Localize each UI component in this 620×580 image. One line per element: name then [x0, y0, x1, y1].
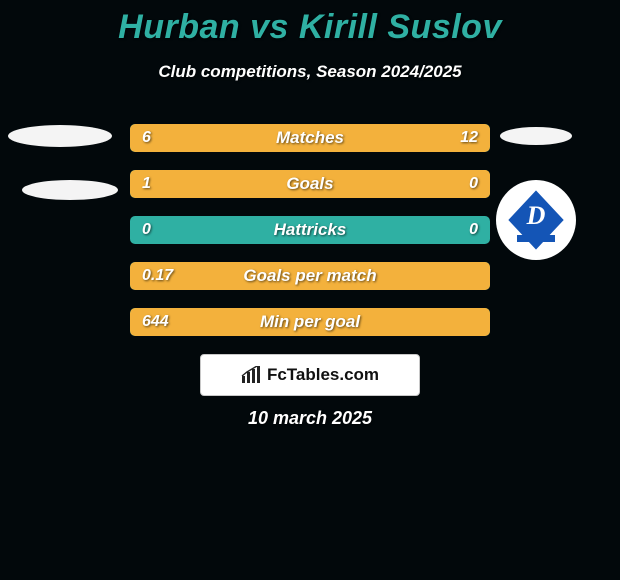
- stat-bar-row: Goals per match0.17: [130, 262, 490, 290]
- stat-bar-label: Goals per match: [130, 266, 490, 286]
- fctables-logo: FcTables.com: [200, 354, 420, 396]
- stat-bar-value-left: 0.17: [142, 267, 173, 285]
- club-badge: D: [496, 180, 576, 260]
- logo-text-suffix: Tables.com: [287, 365, 379, 384]
- stat-bar-label: Min per goal: [130, 312, 490, 332]
- svg-text:D: D: [526, 201, 546, 230]
- stat-bar-value-right: 12: [460, 129, 478, 147]
- player-badge-ellipse: [500, 127, 572, 145]
- stat-bar-row: Min per goal644: [130, 308, 490, 336]
- page-subtitle: Club competitions, Season 2024/2025: [0, 62, 620, 82]
- page-title: Hurban vs Kirill Suslov: [0, 8, 620, 47]
- stat-bar-row: Goals1 0: [130, 170, 490, 198]
- club-badge-icon: D: [503, 187, 569, 253]
- stat-bar-value-left: 0: [142, 221, 151, 239]
- stat-bar-value-left: 644: [142, 313, 169, 331]
- stat-bar-value-left: 6: [142, 129, 151, 147]
- stat-bar-value-right: 0: [469, 221, 478, 239]
- player-badge-ellipse: [22, 180, 118, 200]
- stat-bar-row: Matches6 12: [130, 124, 490, 152]
- date-label: 10 march 2025: [0, 408, 620, 429]
- stat-bar-value-right: 0: [469, 175, 478, 193]
- stat-bar-label: Matches: [130, 128, 490, 148]
- stat-bar-label: Hattricks: [130, 220, 490, 240]
- player-badge-ellipse: [8, 125, 112, 147]
- stat-bar-row: Hattricks0 0: [130, 216, 490, 244]
- logo-text-prefix: Fc: [267, 365, 287, 384]
- bar-chart-icon: [241, 366, 261, 384]
- comparison-infographic: Hurban vs Kirill Suslov Club competition…: [0, 0, 620, 580]
- stat-bar-label: Goals: [130, 174, 490, 194]
- stat-bar-value-left: 1: [142, 175, 151, 193]
